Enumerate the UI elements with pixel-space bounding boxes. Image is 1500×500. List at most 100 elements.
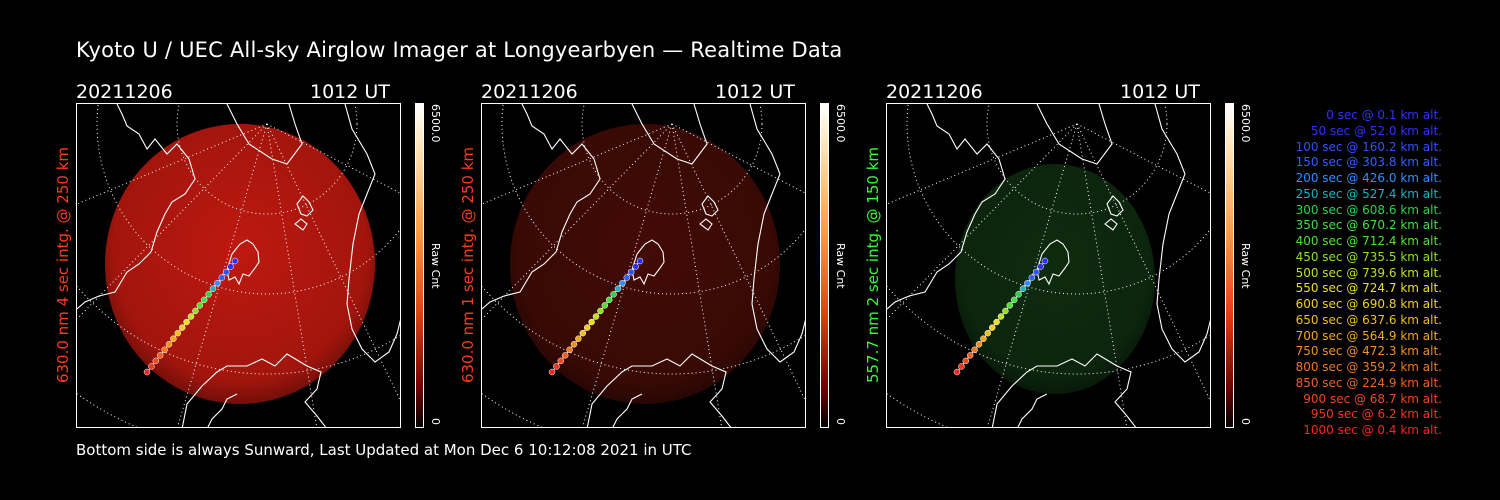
legend-entry: 900 sec @ 68.7 km alt. bbox=[1303, 391, 1442, 406]
trajectory-point bbox=[192, 307, 199, 315]
lat-lon-grid bbox=[77, 104, 400, 427]
legend-entry: 50 sec @ 52.0 km alt. bbox=[1310, 123, 1442, 138]
trajectory-point bbox=[561, 352, 569, 359]
trajectory-point bbox=[1010, 296, 1018, 304]
trajectory-point bbox=[1032, 268, 1040, 276]
trajectory-point bbox=[953, 368, 961, 376]
trajectory-point bbox=[1041, 257, 1049, 265]
trajectory-point bbox=[984, 329, 992, 337]
trajectory-point bbox=[583, 324, 591, 331]
trajectory-point bbox=[579, 329, 587, 337]
trajectory-point bbox=[1015, 291, 1022, 298]
panel-1-time: 1012 UT bbox=[310, 81, 390, 103]
trajectory-point bbox=[575, 335, 582, 342]
trajectory-point bbox=[619, 279, 626, 287]
trajectory-point bbox=[1037, 263, 1044, 270]
footer-status: Bottom side is always Sunward, Last Upda… bbox=[76, 441, 692, 459]
legend-entry: 0 sec @ 0.1 km alt. bbox=[1326, 108, 1442, 122]
legend-entry: 750 sec @ 472.3 km alt. bbox=[1295, 344, 1442, 359]
legend-entry: 650 sec @ 637.6 km alt. bbox=[1295, 312, 1442, 327]
coastlines bbox=[77, 104, 400, 427]
legend-entry: 600 sec @ 690.8 km alt. bbox=[1295, 297, 1442, 311]
trajectory-point bbox=[962, 357, 970, 365]
trajectory-point bbox=[636, 257, 644, 265]
trajectory-point bbox=[988, 324, 996, 331]
trajectory-point bbox=[601, 302, 609, 309]
airglow-disk bbox=[105, 124, 375, 404]
panel-2-colorbar bbox=[820, 103, 829, 428]
legend-entry: 550 sec @ 724.7 km alt. bbox=[1295, 281, 1442, 296]
trajectory-point bbox=[605, 296, 613, 304]
panel-1-colorbar-unit: Raw Cnt bbox=[429, 243, 442, 289]
trajectory-point bbox=[170, 335, 177, 342]
trajectory-point bbox=[557, 357, 565, 365]
legend-entry: 150 sec @ 303.8 km alt. bbox=[1295, 155, 1442, 170]
legend-entry: 250 sec @ 527.4 km alt. bbox=[1295, 186, 1442, 201]
trajectory-point bbox=[187, 313, 195, 320]
trajectory-legend: 0 sec @ 0.1 km alt. 50 sec @ 52.0 km alt.… bbox=[1262, 108, 1442, 439]
panel-1-date: 20211206 bbox=[76, 81, 173, 103]
panel-3-time: 1012 UT bbox=[1120, 81, 1200, 103]
trajectory-point bbox=[627, 268, 635, 276]
legend-entry: 700 sec @ 564.9 km alt. bbox=[1295, 328, 1442, 343]
panel-1-colorbar bbox=[415, 103, 424, 428]
panel-1-ylabel: 630.0 nm 4 sec intg. @ 250 km bbox=[54, 146, 72, 384]
trajectory-point bbox=[610, 291, 617, 298]
trajectory-point bbox=[200, 296, 208, 304]
trajectory-point bbox=[152, 357, 160, 365]
trajectory-point bbox=[143, 368, 151, 376]
panel-1-image bbox=[76, 103, 401, 428]
coastlines bbox=[887, 104, 1210, 427]
trajectory-point bbox=[178, 324, 186, 331]
trajectory-point bbox=[214, 279, 221, 287]
panel-3-image bbox=[886, 103, 1211, 428]
panel-2-colorbar-unit: Raw Cnt bbox=[834, 243, 847, 289]
trajectory-point bbox=[588, 318, 595, 326]
trajectory-point bbox=[597, 307, 604, 315]
legend-entry: 300 sec @ 608.6 km alt. bbox=[1295, 202, 1442, 217]
trajectory-point bbox=[1028, 274, 1036, 281]
lat-lon-grid bbox=[887, 104, 1210, 427]
panel-3-colorbar-min: 0 bbox=[1239, 418, 1252, 425]
trajectory-point bbox=[958, 363, 965, 370]
trajectory-point bbox=[205, 291, 212, 298]
page-title: Kyoto U / UEC All-sky Airglow Imager at … bbox=[76, 38, 843, 62]
trajectory-point bbox=[183, 318, 190, 326]
panel-3-colorbar-max: 6500.0 bbox=[1239, 104, 1252, 143]
trajectory-point bbox=[161, 346, 168, 354]
trajectory-point bbox=[966, 352, 974, 359]
trajectory-point bbox=[570, 341, 578, 348]
legend-entry: 100 sec @ 160.2 km alt. bbox=[1295, 139, 1442, 154]
panel-2-colorbar-max: 6500.0 bbox=[834, 104, 847, 143]
trajectory-point bbox=[1024, 279, 1031, 287]
panel-2-ylabel: 630.0 nm 1 sec intg. @ 250 km bbox=[459, 146, 477, 384]
trajectory-point bbox=[1019, 285, 1027, 292]
legend-entry: 850 sec @ 224.9 km alt. bbox=[1295, 375, 1442, 390]
panel-2-colorbar-min: 0 bbox=[834, 418, 847, 425]
legend-entry: 500 sec @ 739.6 km alt. bbox=[1295, 265, 1442, 280]
panel-2-image bbox=[481, 103, 806, 428]
legend-entry: 950 sec @ 6.2 km alt. bbox=[1310, 407, 1442, 422]
trajectory-point bbox=[222, 268, 230, 276]
trajectory-point bbox=[156, 352, 164, 359]
panel-2-date: 20211206 bbox=[481, 81, 578, 103]
panel-3-date: 20211206 bbox=[886, 81, 983, 103]
trajectory-point bbox=[1002, 307, 1009, 315]
trajectory-point bbox=[165, 341, 173, 348]
trajectory-point bbox=[148, 363, 155, 370]
trajectory-point bbox=[566, 346, 573, 354]
trajectory-point bbox=[553, 363, 560, 370]
trajectory-point bbox=[632, 263, 639, 270]
trajectory-point bbox=[218, 274, 226, 281]
legend-entry: 450 sec @ 735.5 km alt. bbox=[1295, 249, 1442, 264]
trajectory-point bbox=[209, 285, 217, 292]
trajectory-point bbox=[614, 285, 622, 292]
airglow-disk bbox=[955, 164, 1155, 394]
legend-entry: 1000 sec @ 0.4 km alt. bbox=[1303, 423, 1442, 437]
trajectory-point bbox=[1006, 302, 1014, 309]
lat-lon-grid bbox=[482, 104, 805, 427]
trajectory-point bbox=[623, 274, 631, 281]
trajectory-point bbox=[548, 368, 556, 376]
legend-entry: 800 sec @ 359.2 km alt. bbox=[1295, 360, 1442, 374]
trajectory-point bbox=[592, 313, 600, 320]
